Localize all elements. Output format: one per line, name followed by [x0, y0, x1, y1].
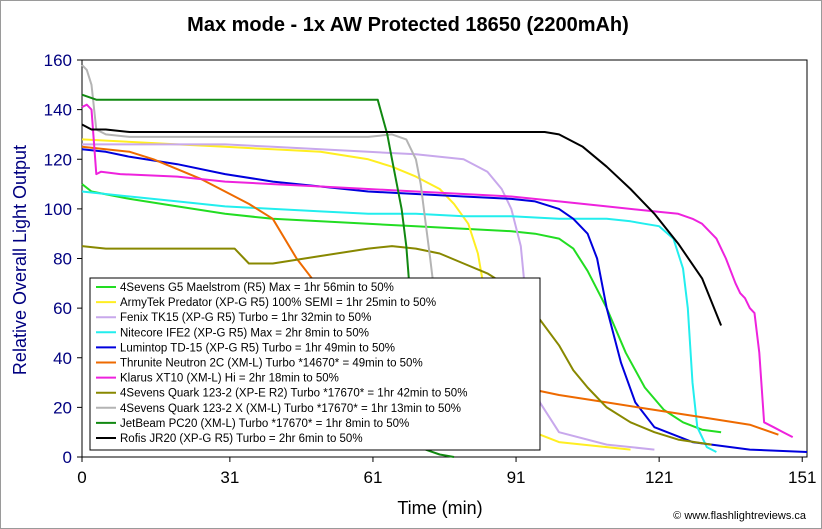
x-tick-label: 121: [645, 468, 673, 487]
chart-title: Max mode - 1x AW Protected 18650 (2200mA…: [187, 14, 629, 36]
x-axis-label: Time (min): [397, 498, 482, 518]
y-tick-label: 120: [44, 150, 72, 169]
y-tick-label: 0: [63, 448, 72, 467]
y-tick-label: 40: [53, 349, 72, 368]
legend-entry-label: 4Sevens Quark 123-2 (XP-E R2) Turbo *176…: [120, 388, 467, 400]
legend-entry-label: Rofis JR20 (XP-G R5) Turbo = 2hr 6min to…: [120, 433, 363, 445]
x-tick-label: 61: [363, 468, 382, 487]
x-tick-label: 151: [788, 468, 816, 487]
legend-entry-label: ArmyTek Predator (XP-G R5) 100% SEMI = 1…: [120, 297, 436, 309]
y-tick-label: 160: [44, 51, 72, 70]
legend-entry-label: 4Sevens G5 Maelstrom (R5) Max = 1hr 56mi…: [120, 282, 394, 294]
y-tick-label: 80: [53, 250, 72, 269]
legend-entry-label: 4Sevens Quark 123-2 X (XM-L) Turbo *1767…: [120, 403, 461, 415]
y-tick-label: 100: [44, 200, 72, 219]
legend-entry-label: Klarus XT10 (XM-L) Hi = 2hr 18min to 50%: [120, 373, 339, 385]
series-line-4: [81, 190, 717, 453]
legend-entry-label: JetBeam PC20 (XM-L) Turbo *17670* = 1hr …: [120, 418, 409, 430]
y-tick-label: 60: [53, 299, 72, 318]
legend-entry-label: Lumintop TD-15 (XP-G R5) Turbo = 1hr 49m…: [120, 342, 395, 354]
series-line-5: [81, 148, 808, 453]
series-line-8: [81, 245, 712, 446]
x-tick-label: 31: [220, 468, 239, 487]
legend-entry-label: Thrunite Neutron 2C (XM-L) Turbo *14670*…: [120, 358, 423, 370]
axis-group: 0 20 40 60 80 100 120 140 160 0 31 61 91 121 151: [44, 51, 817, 487]
series-line-11: [81, 123, 723, 326]
legend-entry-label: Fenix TK15 (XP-G R5) Turbo = 1hr 32min t…: [120, 312, 371, 324]
legend: 4Sevens G5 Maelstrom (R5) Max = 1hr 56mi…: [89, 277, 541, 451]
y-tick-label: 20: [53, 398, 72, 417]
legend-box: [89, 277, 541, 451]
series-line-7: [81, 103, 794, 438]
y-axis-label: Relative Overall Light Output: [10, 145, 30, 375]
x-tick-label: 91: [507, 468, 526, 487]
series-line-1: [81, 183, 722, 434]
y-tick-label: 140: [44, 101, 72, 120]
copyright-notice: © www.flashlightreviews.ca: [673, 510, 807, 522]
x-tick-label: 0: [77, 468, 86, 487]
legend-entry-label: Nitecore IFE2 (XP-G R5) Max = 2hr 8min t…: [120, 327, 369, 339]
